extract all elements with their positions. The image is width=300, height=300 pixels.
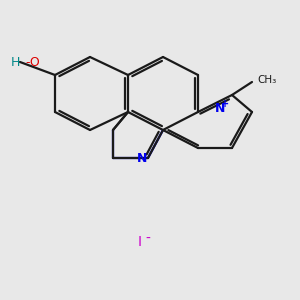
Text: N: N [137,152,147,164]
Text: CH₃: CH₃ [257,75,276,85]
Text: H: H [10,56,20,70]
Text: I: I [138,235,142,249]
Text: -O: -O [26,56,40,70]
Text: N: N [215,103,225,116]
Text: +: + [221,99,230,109]
Text: -: - [145,231,150,245]
